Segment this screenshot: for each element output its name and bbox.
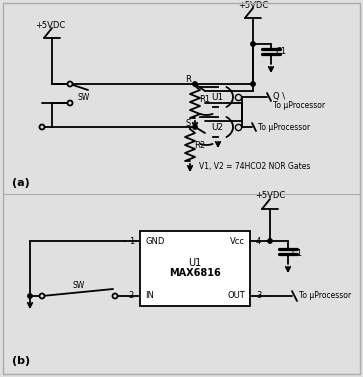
Text: S: S: [186, 118, 191, 127]
Text: R2: R2: [194, 141, 205, 150]
Circle shape: [113, 294, 118, 299]
Text: 4: 4: [256, 236, 261, 245]
Circle shape: [40, 124, 45, 130]
Text: 3: 3: [256, 291, 261, 300]
Text: SW: SW: [78, 93, 90, 103]
Text: Q \: Q \: [273, 92, 285, 101]
Text: C1: C1: [275, 48, 286, 57]
Text: +5VDC: +5VDC: [35, 20, 65, 29]
Text: SW: SW: [72, 282, 85, 291]
Text: 2: 2: [129, 291, 134, 300]
Text: C1: C1: [292, 248, 303, 257]
Text: IN: IN: [145, 291, 154, 300]
Circle shape: [40, 294, 45, 299]
Text: 1: 1: [129, 236, 134, 245]
Text: V1, V2 = 74HCO2 NOR Gates: V1, V2 = 74HCO2 NOR Gates: [199, 162, 311, 172]
Text: OUT: OUT: [227, 291, 245, 300]
Text: R1: R1: [199, 95, 210, 104]
Text: R: R: [185, 75, 191, 84]
Bar: [140, 231, 250, 306]
Text: To μProcessor: To μProcessor: [258, 124, 310, 132]
Text: MAX6816: MAX6816: [169, 268, 221, 279]
Text: U1: U1: [212, 92, 224, 101]
Text: (b): (b): [12, 356, 30, 366]
Text: U2: U2: [212, 123, 224, 132]
Text: +5VDC: +5VDC: [255, 192, 285, 201]
Text: (a): (a): [12, 178, 30, 188]
Text: Vcc: Vcc: [230, 236, 245, 245]
Circle shape: [68, 101, 73, 106]
Circle shape: [268, 239, 272, 243]
Circle shape: [193, 125, 197, 129]
Circle shape: [68, 81, 73, 86]
Circle shape: [251, 42, 255, 46]
Text: To μProcessor: To μProcessor: [273, 101, 325, 109]
Circle shape: [251, 82, 255, 86]
Text: U1: U1: [188, 257, 201, 268]
Circle shape: [28, 294, 32, 298]
Text: To μProcessor: To μProcessor: [299, 291, 351, 300]
Text: +5VDC: +5VDC: [238, 0, 268, 9]
Text: GND: GND: [145, 236, 164, 245]
Circle shape: [193, 82, 197, 86]
